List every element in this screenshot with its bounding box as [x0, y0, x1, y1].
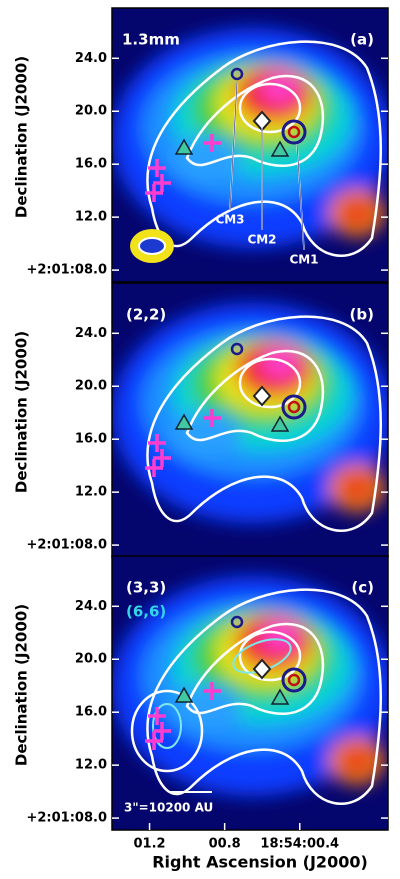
y-tick-label: +2:01:08.0: [26, 811, 107, 826]
arrow: [296, 143, 305, 251]
core: [230, 67, 244, 81]
annotation: (6,6): [126, 603, 166, 621]
core: [281, 667, 307, 693]
contour: [238, 82, 302, 134]
cross: [148, 434, 166, 452]
core: [287, 400, 301, 414]
contour: [238, 357, 302, 409]
triangle: [270, 688, 290, 705]
cross: [153, 449, 171, 467]
y-tick-label: 20.0: [75, 379, 107, 394]
y-tick-label: 20.0: [75, 104, 107, 119]
markers: [145, 67, 307, 202]
annotation: CM3: [215, 213, 244, 227]
annotation: 1.3mm: [122, 31, 180, 49]
image: [112, 283, 388, 557]
cross: [145, 732, 163, 750]
y-tick-label: 12.0: [75, 758, 107, 773]
y-axis-label: Declination (J2000): [13, 56, 31, 218]
core: [230, 615, 244, 629]
cross: [145, 459, 163, 477]
core: [287, 125, 301, 139]
markers: [145, 615, 307, 750]
y-tick-label: 16.0: [75, 705, 107, 720]
annotation: (c): [351, 579, 374, 597]
markers: [145, 342, 307, 477]
cross: [148, 707, 166, 725]
core: [230, 342, 244, 356]
annotation: (a): [350, 31, 374, 49]
annotation: (b): [350, 306, 374, 324]
core: [281, 394, 307, 420]
diamond: [252, 385, 272, 407]
y-tick-label: 16.0: [75, 157, 107, 172]
annotation: CM1: [289, 253, 318, 267]
y-tick-label: 16.0: [75, 432, 107, 447]
emission-blob: [341, 199, 373, 227]
contours: [146, 315, 382, 532]
y-axis-label: Declination (J2000): [13, 331, 31, 493]
cross: [203, 409, 221, 427]
core: [281, 119, 307, 145]
triangle: [174, 138, 194, 155]
y-tick-label: 24.0: [75, 51, 107, 66]
x-tick-label: 00.8: [209, 837, 241, 852]
contour: [146, 588, 382, 805]
y-tick-label: +2:01:08.0: [26, 538, 107, 553]
cross: [153, 174, 171, 192]
frame: [111, 555, 389, 831]
contours: [130, 588, 382, 805]
annotation: (2,2): [126, 306, 166, 324]
y-tick-label: +2:01:08.0: [26, 263, 107, 278]
contour: [146, 40, 382, 257]
cross: [203, 682, 221, 700]
x-axis-label: Right Ascension (J2000): [152, 853, 368, 872]
triangle: [174, 686, 194, 703]
emission-blob: [172, 411, 242, 455]
emission-blob: [341, 474, 373, 502]
contour: [130, 689, 204, 773]
diamond: [252, 658, 272, 680]
image: [112, 8, 388, 282]
cross: [145, 184, 163, 202]
contour: [146, 315, 382, 532]
contour: [185, 622, 325, 715]
x-tick-label: 18:54:00.4: [260, 837, 339, 852]
arrow: [229, 81, 238, 211]
y-tick-label: 24.0: [75, 326, 107, 341]
y-axis-label: Declination (J2000): [13, 604, 31, 766]
y-tick-label: 12.0: [75, 485, 107, 500]
emission-blob: [172, 136, 242, 180]
contour: [238, 630, 302, 682]
triangle: [174, 413, 194, 430]
y-tick-label: 24.0: [75, 599, 107, 614]
cross: [148, 159, 166, 177]
cross: [203, 134, 221, 152]
image: [112, 556, 388, 830]
emission-blob: [172, 684, 242, 728]
triangle: [270, 140, 290, 157]
emission-blob: [341, 747, 373, 775]
annotation: CM2: [247, 233, 276, 247]
contour: [185, 349, 325, 442]
panel: (2,2) (b) 24.0 20.0 16.0 12.0 +2:01:08.0: [26, 282, 389, 558]
x-tick-label: 01.2: [134, 837, 166, 852]
core: [287, 673, 301, 687]
frame: [111, 7, 389, 283]
beam: [138, 237, 166, 255]
annotation: 3"=10200 AU: [124, 801, 213, 815]
triangle: [270, 415, 290, 432]
cross: [153, 722, 171, 740]
panel: (3,3) (6,6) (c) 3"=10200 AU 24.0 20.0 16.0 12.0…: [26, 555, 389, 852]
y-tick-label: 20.0: [75, 652, 107, 667]
annotation: (3,3): [126, 579, 166, 597]
y-tick-label: 12.0: [75, 210, 107, 225]
contour: [152, 703, 182, 749]
